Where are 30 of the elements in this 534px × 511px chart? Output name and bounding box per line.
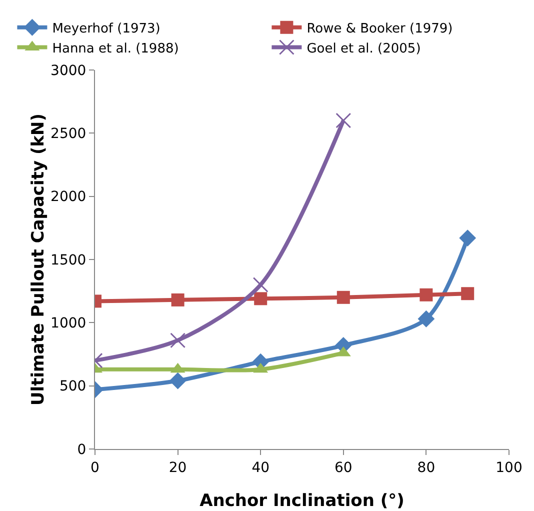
x-tick-label: 20 — [168, 460, 187, 476]
point — [420, 288, 433, 302]
point — [418, 310, 435, 328]
y-tick-label: 1000 — [50, 316, 86, 332]
x-tick-label: 0 — [90, 460, 100, 476]
y-tick-label: 0 — [77, 442, 86, 458]
legend-label: Rowe & Booker (1979) — [306, 21, 453, 36]
point — [459, 230, 476, 246]
x-axis-title: Anchor Inclination (°) — [200, 491, 404, 511]
y-axis-title: Ultimate Pullout Capacity (kN) — [28, 113, 49, 406]
legend-label: Goel et al. (2005) — [306, 41, 421, 56]
x-tick-label: 100 — [496, 460, 522, 476]
point — [169, 372, 186, 390]
point — [252, 277, 268, 293]
x-tick-label: 80 — [417, 460, 436, 476]
point — [254, 292, 268, 306]
y-tick-label: 500 — [59, 378, 86, 395]
y-tick-label: 2000 — [50, 189, 86, 206]
x-tick-label: 60 — [334, 460, 352, 476]
y-tick-label: 1500 — [50, 252, 86, 268]
point — [336, 112, 352, 128]
point — [336, 290, 350, 304]
x-tick-label: 40 — [252, 460, 270, 476]
y-tick-label: 2500 — [50, 126, 86, 142]
point — [461, 287, 474, 300]
legend-label: Hanna et al. (1988) — [52, 41, 179, 56]
point — [171, 293, 184, 306]
point — [170, 332, 186, 348]
y-tick-label: 3000 — [50, 62, 86, 79]
legend-label: Meyerhof (1973) — [52, 21, 160, 36]
